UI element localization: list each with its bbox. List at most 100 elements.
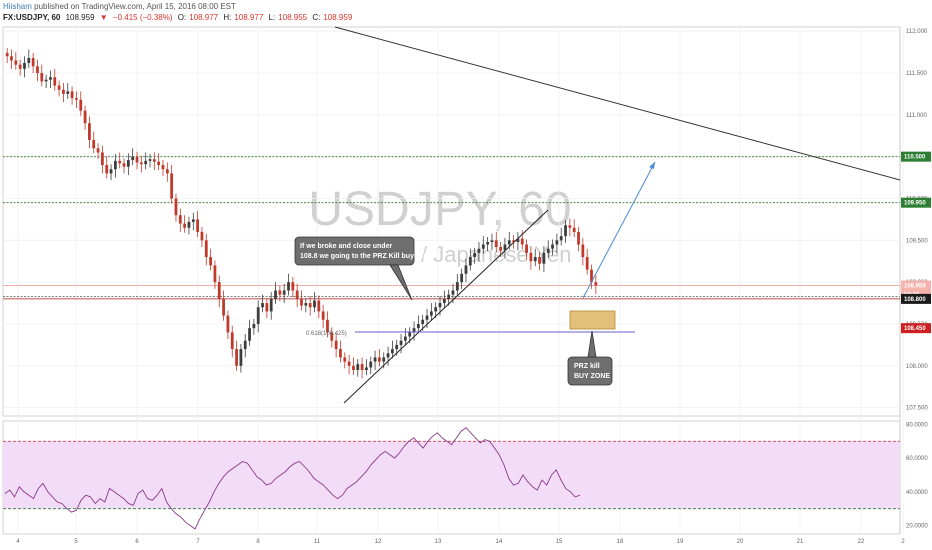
candle-body: [261, 303, 264, 308]
candle-body: [196, 219, 200, 232]
candle-body: [399, 340, 403, 345]
candle-body: [395, 344, 399, 350]
time-tick-label: 2: [901, 539, 905, 545]
candle-body: [317, 300, 321, 312]
price-label-text: 109.950: [904, 201, 926, 207]
candle-body: [226, 315, 230, 333]
time-tick-label: 8: [256, 539, 260, 545]
candle-body: [516, 238, 520, 242]
candle-body: [79, 99, 83, 111]
callout-prz-buy[interactable]: PRZ kill BUY ZONE: [567, 330, 613, 386]
projection-arrow[interactable]: [582, 161, 656, 299]
chart-header: Hiisham published on TradingView.com, Ap…: [0, 0, 932, 24]
time-tick-label: 19: [677, 539, 684, 545]
callout-broke-box: [294, 236, 415, 266]
high-value: 108.977: [234, 13, 264, 22]
candle-body: [330, 332, 334, 341]
candle-body: [274, 290, 277, 299]
candle-body: [542, 252, 546, 264]
rsi-tick-label: 80.0000: [906, 422, 928, 428]
candle-body: [23, 62, 26, 69]
candle-body: [109, 169, 113, 174]
candle-body: [18, 64, 22, 69]
candle-body: [53, 77, 57, 86]
candle-body: [347, 361, 351, 366]
candle-body: [473, 252, 477, 258]
candle-body: [438, 303, 442, 308]
candle-body: [157, 161, 161, 166]
candle-body: [555, 240, 559, 245]
trendline-descending[interactable]: [334, 26, 901, 181]
candle-body: [44, 79, 48, 82]
time-axis[interactable]: 4 5 6 7 8 11 12 13 14 15 18 19 20 21 22 2: [16, 539, 905, 545]
buy-zone-box[interactable]: [569, 310, 616, 330]
candle-body: [248, 328, 251, 341]
candle-body: [564, 225, 567, 237]
candle-body: [92, 139, 96, 149]
candle-body: [135, 156, 139, 163]
candle-body: [243, 340, 247, 350]
candle-body: [10, 56, 13, 61]
candle-body: [308, 303, 312, 308]
candle-body: [269, 298, 273, 312]
candle-body: [507, 240, 511, 245]
candle-body: [152, 159, 156, 162]
candle-body: [139, 162, 143, 165]
candle-body: [429, 311, 433, 316]
price-pane[interactable]: [2, 26, 901, 417]
candle-body: [538, 257, 541, 264]
candle-body: [581, 244, 585, 258]
price-label-text: 110.500: [904, 155, 926, 161]
callout-broke-close[interactable]: If we broke and close under 108.8 we goi…: [294, 236, 436, 301]
candle-body: [499, 247, 502, 251]
high-label: H:: [223, 13, 232, 22]
candle-body: [577, 231, 580, 245]
price-tick-label: 109.500: [906, 238, 928, 244]
candle-body: [118, 160, 122, 164]
time-tick-label: 21: [797, 539, 804, 545]
candle-body: [66, 91, 70, 94]
candle-body: [230, 332, 234, 350]
candle-body: [191, 219, 195, 222]
candle-body: [572, 227, 576, 232]
time-tick-label: 4: [16, 539, 20, 545]
candle-body: [442, 298, 446, 304]
candle-body: [425, 315, 429, 320]
candle-body: [300, 298, 303, 306]
candle-body: [486, 241, 490, 245]
price-tick-label: 108.000: [906, 364, 928, 370]
low-label: L:: [268, 13, 276, 22]
price-label-box: [901, 323, 931, 334]
candle-body: [494, 240, 498, 248]
down-triangle-icon: ▼: [99, 13, 108, 22]
watermark-symbol: USDJPY, 60: [308, 183, 571, 236]
candle-body: [174, 198, 178, 216]
candle-body: [70, 91, 74, 99]
author-link[interactable]: Hiisham: [3, 2, 32, 11]
time-tick-label: 6: [135, 539, 139, 545]
candle-body: [14, 60, 18, 65]
time-tick-label: 20: [737, 539, 744, 545]
candle-body: [36, 66, 39, 74]
candle-body: [213, 265, 217, 283]
candle-body: [525, 244, 528, 253]
rsi-band-fill: [3, 441, 900, 509]
candle-body: [551, 244, 554, 249]
rsi-axis[interactable]: 80.0000 60.0000 40.0000 20.0000: [906, 422, 928, 529]
candle-body: [105, 165, 109, 174]
candle-body: [265, 303, 269, 312]
trendline-ascending[interactable]: [343, 209, 549, 404]
candle-body: [291, 282, 295, 291]
candle-body: [57, 85, 61, 90]
horizontal-levels: [3, 156, 900, 300]
candle-body: [161, 165, 165, 170]
price-axis[interactable]: 112.000111.500111.000110.500110.000109.5…: [906, 29, 928, 411]
callout-prz-box: [567, 356, 613, 386]
candle-body: [113, 160, 117, 170]
candle-body: [408, 332, 412, 337]
callout-prz-line-1: PRZ kill: [574, 363, 600, 370]
candle-body: [62, 89, 65, 94]
symbol-line: FX:USDJPY, 60 108.959 ▼ −0.415 (−0.38%) …: [3, 13, 355, 22]
